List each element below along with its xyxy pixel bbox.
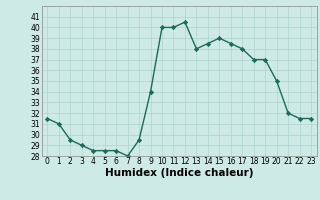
X-axis label: Humidex (Indice chaleur): Humidex (Indice chaleur) (105, 168, 253, 178)
